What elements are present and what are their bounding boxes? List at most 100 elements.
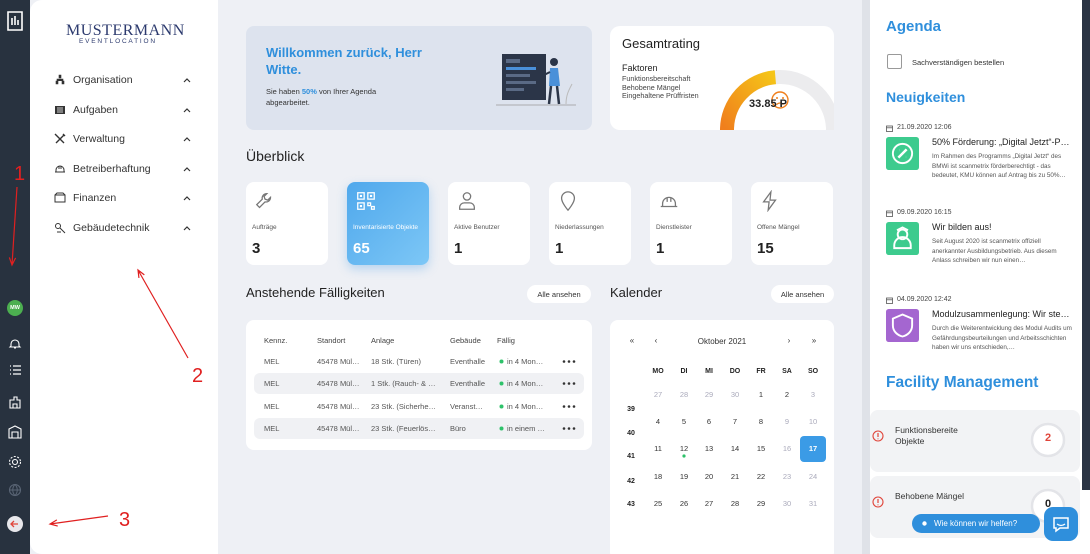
calendar-day[interactable]: 15 — [756, 444, 766, 453]
calendar-day[interactable]: 5 — [681, 417, 687, 426]
news-icon-part — [891, 313, 914, 338]
event-dot — [682, 454, 686, 458]
weekday: DI — [680, 368, 688, 375]
calendar-day[interactable]: 24 — [808, 472, 818, 481]
menu-item[interactable]: Gebäudetechnik — [50, 219, 200, 237]
factor-item: Funktionsbereitschaft — [622, 74, 691, 83]
menu-chevron — [183, 226, 191, 231]
calendar-nav[interactable]: › — [787, 336, 791, 345]
calendar-day[interactable]: 23 — [782, 472, 792, 481]
calendar-day[interactable]: 2 — [784, 390, 790, 399]
calendar-view-all[interactable]: Alle ansehen — [771, 285, 834, 303]
table-cell: MEL — [264, 402, 280, 411]
task-checkbox[interactable] — [887, 54, 902, 69]
menu-label: Gebäudetechnik — [73, 222, 150, 234]
overview-card[interactable]: Aufträge 3 — [246, 182, 328, 265]
status-dot-part — [499, 404, 504, 409]
menu-label: Betreiberhaftung — [73, 163, 151, 175]
rating-gauge-part — [776, 97, 778, 99]
menu-item[interactable]: Organisation — [50, 71, 200, 89]
menu-icon — [55, 74, 65, 85]
calendar-day[interactable]: 12 — [679, 444, 689, 453]
calendar-day[interactable]: 29 — [756, 499, 766, 508]
menu-chevron — [183, 78, 191, 83]
calendar-day[interactable]: 11 — [654, 444, 662, 453]
overview-card[interactable]: Offene Mängel 15 — [751, 182, 833, 265]
menu-item[interactable]: Verwaltung — [50, 130, 200, 148]
overview-card[interactable]: Dienstleister 1 — [650, 182, 732, 265]
rating-gauge-part — [776, 102, 784, 105]
rail-icon-part — [10, 365, 21, 375]
calendar-day[interactable]: 4 — [655, 417, 661, 426]
calendar-day[interactable]: 28 — [679, 390, 689, 399]
news-icon — [886, 309, 919, 342]
news-icon-part — [896, 228, 909, 241]
table-cell: 23 Stk. (Sicherhe… — [371, 402, 437, 411]
news-item[interactable]: 04.09.2020 12:42 Modulzusammenlegung: Wir… — [886, 296, 1081, 377]
menu-item[interactable]: Betreiberhaftung — [50, 160, 200, 178]
calendar-nav[interactable]: » — [811, 336, 817, 345]
table-header: Anlage — [371, 336, 395, 345]
status-dot — [499, 426, 504, 431]
facility-ring-part — [1030, 422, 1066, 458]
welcome-illustration-part — [541, 71, 551, 77]
calendar-day[interactable]: 6 — [706, 417, 712, 426]
calendar-day[interactable]: 27 — [653, 390, 663, 399]
calendar-day[interactable]: 21 — [730, 472, 740, 481]
calendar-day[interactable]: 28 — [730, 499, 740, 508]
calendar-day[interactable]: 30 — [782, 499, 792, 508]
calendar-day[interactable]: 14 — [730, 444, 740, 453]
calendar-day[interactable]: 16 — [782, 444, 792, 453]
news-icon-part — [897, 148, 908, 159]
card-icon-part — [255, 193, 272, 209]
calendar-day[interactable]: 31 — [808, 499, 818, 508]
calendar-day[interactable]: 18 — [653, 472, 663, 481]
calendar-day[interactable]: 8 — [758, 417, 764, 426]
chat-dot-part — [922, 521, 927, 526]
selected-day[interactable]: 17 — [808, 444, 818, 453]
facility-card[interactable]: Behobene Mängel 0 — [870, 476, 1080, 538]
chat-pill[interactable]: Wie können wir helfen? — [912, 514, 1040, 533]
facility-card[interactable]: Funktionsbereite Objekte 2 — [870, 410, 1080, 472]
calendar-day[interactable]: 25 — [653, 499, 663, 508]
table-row[interactable]: MEL 45478 Mül… 23 Stk. (Feuerlös… Büro in ei… — [254, 418, 584, 439]
overview-card[interactable]: Aktive Benutzer 1 — [448, 182, 530, 265]
calendar-day[interactable]: 27 — [704, 499, 714, 508]
due-view-all[interactable]: Alle ansehen — [527, 285, 591, 303]
menu-item[interactable]: Finanzen — [50, 189, 200, 207]
calendar-day[interactable]: 3 — [810, 390, 816, 399]
news-item[interactable]: 09.09.2020 16:15 Wir bilden aus! Seit Augu… — [886, 209, 1081, 290]
welcome-illustration-part — [550, 58, 558, 66]
calendar-day[interactable]: 30 — [730, 390, 740, 399]
card-icon — [459, 192, 475, 210]
overview-card[interactable]: Niederlassungen 1 — [549, 182, 631, 265]
calendar-day[interactable]: 13 — [704, 444, 714, 453]
rating-card: Gesamtrating Faktoren Funktionsbereitschaf… — [610, 26, 834, 130]
calendar-day[interactable]: 26 — [679, 499, 689, 508]
calendar-day[interactable]: 22 — [756, 472, 766, 481]
overview-card[interactable]: Inventarisierte Objekte 65 — [347, 182, 429, 265]
menu-icon-part — [55, 223, 61, 229]
calendar-day[interactable]: 7 — [732, 417, 738, 426]
menu-item[interactable]: Aufgaben — [50, 101, 200, 119]
calendar-day[interactable]: 10 — [808, 417, 818, 426]
calendar-day[interactable]: 19 — [679, 472, 689, 481]
table-row[interactable]: MEL 45478 Mül… 23 Stk. (Sicherhe… Veranst… i… — [254, 396, 584, 417]
calendar-nav[interactable]: ‹ — [654, 336, 658, 345]
calendar-day[interactable]: 9 — [784, 417, 790, 426]
calendar-nav[interactable]: « — [629, 336, 635, 345]
card-icon-part — [459, 192, 475, 210]
menu-icon-part — [57, 107, 63, 113]
card-value: 1 — [656, 240, 665, 257]
rail-icon — [9, 396, 21, 409]
calendar-day[interactable]: 1 — [758, 390, 764, 399]
card-label: Aktive Benutzer — [454, 224, 500, 231]
table-row[interactable]: MEL 45478 Mül… 18 Stk. (Türen) Eventhalle in… — [254, 351, 584, 372]
calendar-day[interactable]: 29 — [704, 390, 714, 399]
table-row[interactable]: MEL 45478 Mül… 1 Stk. (Rauch- & … Eventhall… — [254, 373, 584, 394]
card-value: 1 — [555, 240, 564, 257]
user-avatar[interactable]: MW — [7, 300, 23, 316]
news-item[interactable]: 21.09.2020 12:06 50% Förderung: „Digital … — [886, 124, 1081, 205]
calendar-day[interactable]: 20 — [704, 472, 714, 481]
